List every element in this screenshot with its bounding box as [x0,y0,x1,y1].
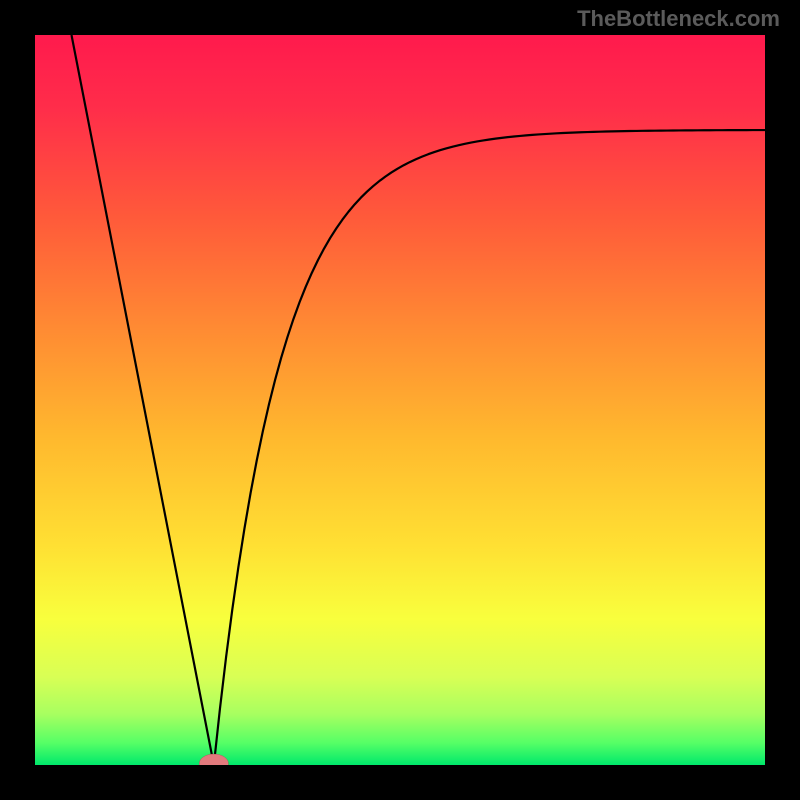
chart-svg [35,35,765,765]
trough-marker [199,754,228,765]
chart-plot-area [35,35,765,765]
bottleneck-curve [72,35,766,765]
watermark-text: TheBottleneck.com [577,6,780,32]
